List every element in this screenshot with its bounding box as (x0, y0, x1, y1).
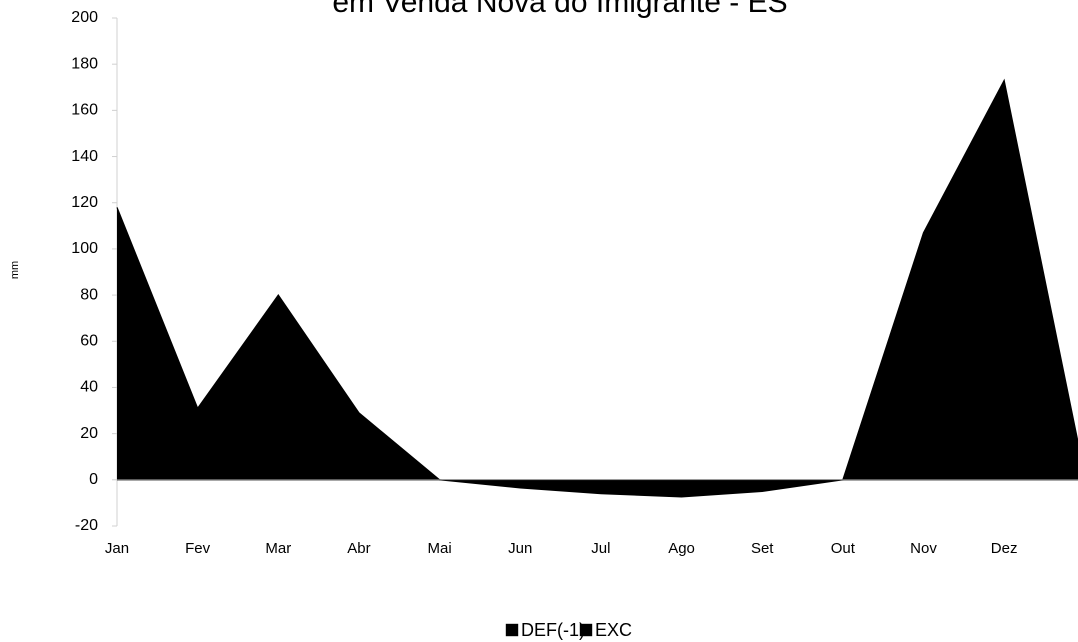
legend-item: EXC (579, 620, 632, 640)
area (117, 80, 1078, 480)
x-tick-label: Jul (591, 540, 610, 557)
y-tick-label: 40 (80, 379, 98, 396)
chart-title: em Venda Nova do Imigrante - ES (332, 0, 787, 19)
area-group (116, 78, 1078, 481)
x-tick-label: Fev (185, 540, 211, 557)
x-tick-label: Mai (428, 540, 452, 557)
x-tick-label: Mar (265, 540, 291, 557)
y-tick-label: -20 (75, 517, 98, 534)
x-tick-label: Jan (105, 540, 129, 557)
x-tick-label: Jun (508, 540, 532, 557)
y-tick-label: 160 (71, 102, 98, 119)
x-tick-label: Nov (910, 540, 937, 557)
x-tick-label: Abr (347, 540, 370, 557)
y-tick-label: 80 (80, 286, 98, 303)
y-tick-label: 140 (71, 148, 98, 165)
y-tick-label: 200 (71, 9, 98, 26)
legend-swatch (579, 623, 593, 637)
legend-item: DEF(-1) (505, 620, 585, 640)
y-tick-label: 20 (80, 425, 98, 442)
y-tick-label: 120 (71, 194, 98, 211)
legend-label: DEF(-1) (521, 620, 585, 640)
area (117, 479, 1078, 497)
x-tick-label: Out (831, 540, 856, 557)
x-tick-label: Set (751, 540, 774, 557)
y-tick-label: 60 (80, 332, 98, 349)
legend-swatch (505, 623, 519, 637)
x-tick-label: Dez (991, 540, 1018, 557)
y-axis-label: mm (9, 261, 21, 279)
y-tick-label: 100 (71, 240, 98, 257)
y-tick-label: 180 (71, 55, 98, 72)
y-tick-label: 0 (89, 471, 98, 488)
area-group (117, 479, 1078, 498)
x-tick-label: Ago (668, 540, 695, 557)
legend-label: EXC (595, 620, 632, 640)
